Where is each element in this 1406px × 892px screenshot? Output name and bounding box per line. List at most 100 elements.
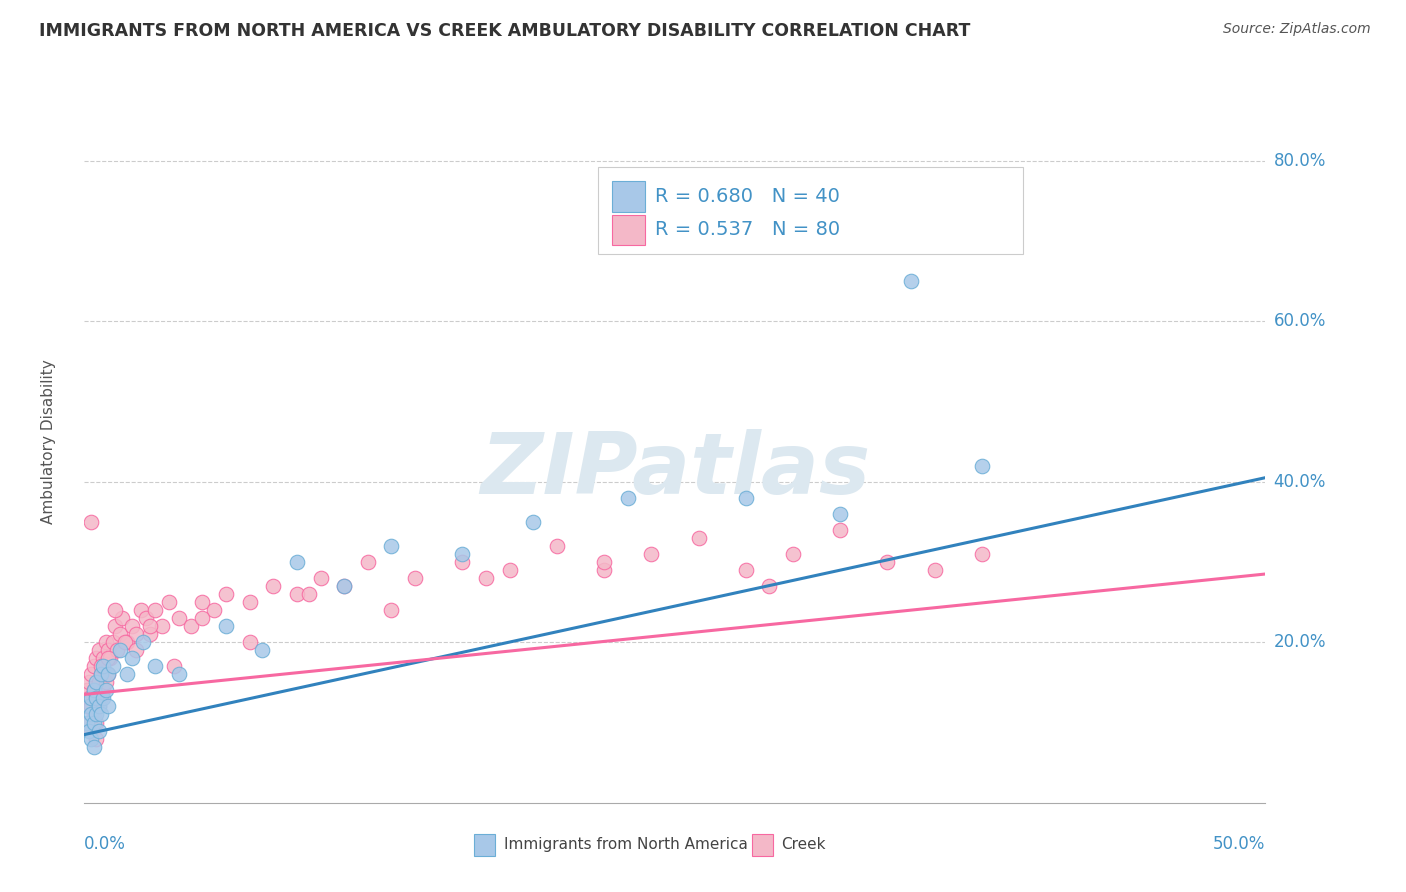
Point (239, 635, 262, 649)
Point (83, 659, 105, 673)
Point (83, 715, 105, 730)
Point (333, 579, 356, 593)
Point (298, 587, 321, 601)
Point (167, 667, 190, 681)
Point (90, 659, 112, 673)
Point (522, 515, 544, 529)
Point (782, 547, 804, 561)
Text: R = 0.537   N = 80: R = 0.537 N = 80 (655, 220, 839, 239)
Point (900, 274, 922, 288)
Point (91, 659, 114, 673)
Text: R = 0.680   N = 40: R = 0.680 N = 40 (655, 187, 839, 206)
Point (77, 691, 100, 706)
Point (76, 683, 98, 698)
Point (758, 579, 780, 593)
Point (309, 571, 332, 585)
FancyBboxPatch shape (598, 167, 1024, 253)
Point (115, 667, 138, 681)
Point (215, 619, 238, 633)
Point (87, 699, 110, 714)
Point (924, 563, 946, 577)
Point (202, 603, 225, 617)
Point (135, 611, 157, 625)
Point (76, 699, 98, 714)
Point (91, 691, 114, 706)
Point (84, 715, 107, 730)
Point (688, 531, 710, 545)
Point (97, 667, 120, 681)
Point (285, 555, 308, 569)
Point (380, 539, 402, 553)
Point (163, 659, 186, 673)
Point (180, 619, 202, 633)
Point (91, 651, 114, 665)
Text: 80.0%: 80.0% (1274, 152, 1326, 169)
Point (734, 491, 756, 505)
Text: Immigrants from North America: Immigrants from North America (503, 838, 748, 852)
Point (129, 603, 152, 617)
Point (191, 611, 214, 625)
Point (380, 603, 402, 617)
Point (262, 579, 284, 593)
Text: Creek: Creek (782, 838, 825, 852)
Point (77, 723, 100, 738)
Point (143, 603, 166, 617)
Point (77, 715, 100, 730)
Text: 20.0%: 20.0% (1274, 633, 1326, 651)
Bar (474, 834, 495, 855)
Text: ZIPatlas: ZIPatlas (479, 429, 870, 512)
Point (167, 611, 190, 625)
Point (83, 683, 105, 698)
Point (101, 659, 124, 673)
Point (734, 563, 756, 577)
Point (593, 555, 616, 569)
Text: IMMIGRANTS FROM NORTH AMERICA VS CREEK AMBULATORY DISABILITY CORRELATION CHART: IMMIGRANTS FROM NORTH AMERICA VS CREEK A… (39, 22, 970, 40)
Point (76, 715, 98, 730)
Point (90, 667, 112, 681)
Point (97, 651, 120, 665)
Bar (752, 834, 773, 855)
Point (640, 547, 662, 561)
Point (90, 667, 112, 681)
Point (98, 651, 121, 665)
Point (87, 643, 110, 657)
Point (80, 691, 103, 706)
Point (111, 611, 134, 625)
Point (84, 691, 107, 706)
Point (250, 643, 273, 657)
Point (91, 683, 114, 698)
Point (94, 635, 117, 649)
Point (616, 491, 638, 505)
Point (107, 643, 129, 657)
Point (80, 707, 103, 722)
Point (285, 587, 308, 601)
Point (87, 675, 110, 690)
Point (77, 675, 100, 690)
Point (498, 563, 520, 577)
Point (475, 571, 498, 585)
Point (215, 587, 238, 601)
Point (84, 691, 107, 706)
Text: Ambulatory Disability: Ambulatory Disability (41, 359, 56, 524)
Point (830, 523, 852, 537)
Point (114, 635, 136, 649)
Point (139, 627, 162, 641)
Point (83, 683, 105, 698)
Point (239, 595, 262, 609)
Point (97, 699, 120, 714)
Point (191, 595, 214, 609)
Point (97, 667, 120, 681)
Point (139, 619, 162, 633)
Point (404, 571, 426, 585)
Point (101, 635, 124, 649)
Point (876, 555, 898, 569)
Point (121, 619, 143, 633)
Point (83, 739, 105, 754)
Point (157, 595, 180, 609)
Point (80, 515, 103, 529)
Point (84, 731, 107, 746)
Text: 40.0%: 40.0% (1274, 473, 1326, 491)
Point (80, 699, 103, 714)
Point (77, 699, 100, 714)
Point (143, 659, 166, 673)
